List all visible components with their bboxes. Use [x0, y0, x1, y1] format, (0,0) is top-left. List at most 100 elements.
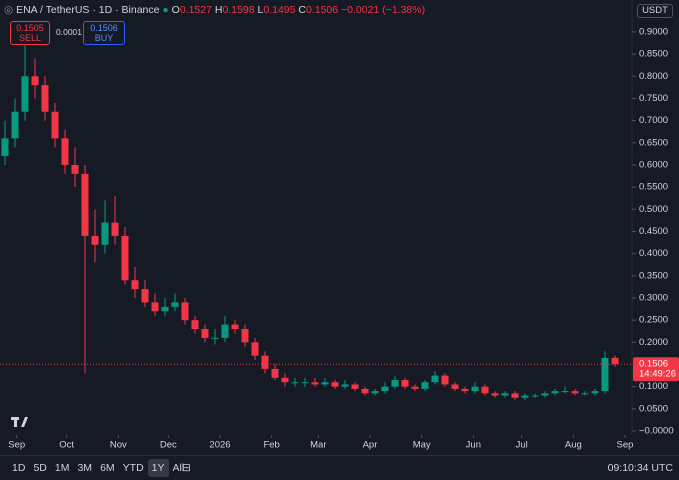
candle-body [151, 302, 159, 312]
ohlc-value: 0.1598 [222, 4, 255, 16]
range-button[interactable]: 3M [77, 462, 93, 474]
candle-body [161, 306, 169, 312]
range-button[interactable]: YTD [122, 462, 144, 474]
candle-body [261, 355, 269, 369]
candle-body [581, 393, 589, 395]
range-button[interactable]: 1D [12, 462, 26, 474]
candle-body [371, 391, 379, 394]
candle-body [71, 164, 79, 174]
candle-body [1, 138, 9, 157]
y-tick-label: 0.9000 [639, 26, 668, 37]
candle-body [381, 386, 389, 392]
range-button[interactable]: 1M [54, 462, 70, 474]
range-buttons: 1D 5D 1M 3M 6M YTD 1Y All [8, 459, 188, 477]
y-tick-label: 0.2500 [639, 315, 668, 326]
range-button[interactable]: 6M [100, 462, 115, 474]
candle-body [101, 222, 109, 245]
candle-body [301, 382, 309, 384]
ohlc-label: O [171, 4, 180, 16]
candle-body [131, 280, 139, 290]
y-tick-label: 0.7000 [639, 115, 668, 126]
y-tick-label: 0.2000 [639, 337, 668, 348]
ohlc-value: 0.1527 [179, 4, 212, 16]
candle-body [111, 222, 119, 236]
candle-body [91, 235, 99, 245]
x-tick-label: Apr [363, 440, 378, 451]
y-tick-label: 0.5500 [639, 182, 668, 193]
candle-body [81, 173, 89, 236]
x-tick-label: Sep [617, 440, 634, 451]
candle-body [51, 111, 59, 139]
candle-body [591, 391, 599, 394]
candle-body [321, 382, 329, 385]
status-dot: ● [162, 4, 169, 16]
candle-body [341, 384, 349, 387]
y-tick-label: 0.1000 [639, 381, 668, 392]
y-tick-label: 0.3500 [639, 270, 668, 281]
candle-body [401, 380, 409, 387]
x-tick-label: Jul [516, 440, 528, 451]
candle-body [251, 342, 259, 356]
candle-body [391, 380, 399, 387]
candle-body [421, 382, 429, 389]
candle-body [571, 391, 579, 394]
candle-body [361, 388, 369, 394]
candle-body [121, 235, 129, 281]
x-tick-label: Dec [160, 440, 177, 451]
candle-body [511, 393, 519, 398]
candle-body [451, 384, 459, 389]
candle-body [191, 320, 199, 330]
y-tick-label: 0.8500 [639, 49, 668, 60]
candle-body [351, 384, 359, 389]
sell-price: 0.1505 [16, 23, 44, 33]
candle-body [541, 393, 549, 396]
candle-body [141, 289, 149, 303]
candle-body [411, 386, 419, 389]
candle-body [21, 76, 29, 112]
candle-body [561, 391, 569, 393]
y-tick-label: 0.5000 [639, 204, 668, 215]
symbol: ENA / TetherUS · 1D · Binance [16, 4, 160, 16]
date-range-icon[interactable]: ⊟ [182, 462, 191, 474]
range-button[interactable]: All [172, 462, 185, 474]
price-tag [633, 357, 679, 382]
candle-body [271, 368, 279, 378]
candle-body [521, 395, 529, 398]
chart: 0.9000 0.8500 0.8000 0.7500 0.7000 0.6500 0.60… [0, 0, 679, 451]
candle-body [441, 375, 449, 385]
ohlc-label: C [298, 4, 306, 16]
ohlc-label: H [214, 4, 223, 16]
x-tick-label: Mar [310, 440, 326, 451]
x-tick-label: Sep [8, 440, 25, 451]
spread: 0.0001 [56, 27, 82, 37]
y-tick-label: 0.6000 [639, 159, 668, 170]
candle-body [531, 395, 539, 397]
candle-body [41, 85, 49, 112]
x-tick-label: Feb [263, 440, 279, 451]
currency-select[interactable]: USDT [637, 4, 673, 18]
buy-label: BUY [94, 33, 114, 43]
candle-body [431, 375, 439, 383]
price-tag-countdown: 14:49:26 [639, 369, 676, 380]
symbol-icon: ◎ [4, 4, 14, 16]
candle-body [611, 357, 619, 365]
buy-price: 0.1506 [90, 23, 118, 33]
candle-body [231, 324, 239, 330]
range-button[interactable]: 1Y [147, 459, 169, 477]
y-tick-label: 0.0500 [639, 403, 668, 414]
candle-body [461, 388, 469, 392]
candle-body [481, 386, 489, 394]
change: −0.0021 (−1.38%) [341, 4, 426, 16]
candle-body [331, 382, 339, 387]
buy-button[interactable]: 0.1506 BUY [83, 21, 125, 45]
range-button[interactable]: 5D [33, 462, 47, 474]
candle-body [501, 393, 509, 396]
price-tag-value: 0.1506 [639, 359, 668, 370]
header: ◎ ENA / TetherUS · 1D · Binance ● O0.152… [4, 4, 425, 16]
sell-button[interactable]: 0.1505 SELL [10, 21, 50, 45]
y-tick-label: 0.7500 [639, 93, 668, 104]
candle-body [211, 337, 219, 339]
x-tick-label: Nov [110, 440, 127, 451]
candle-body [471, 386, 479, 392]
